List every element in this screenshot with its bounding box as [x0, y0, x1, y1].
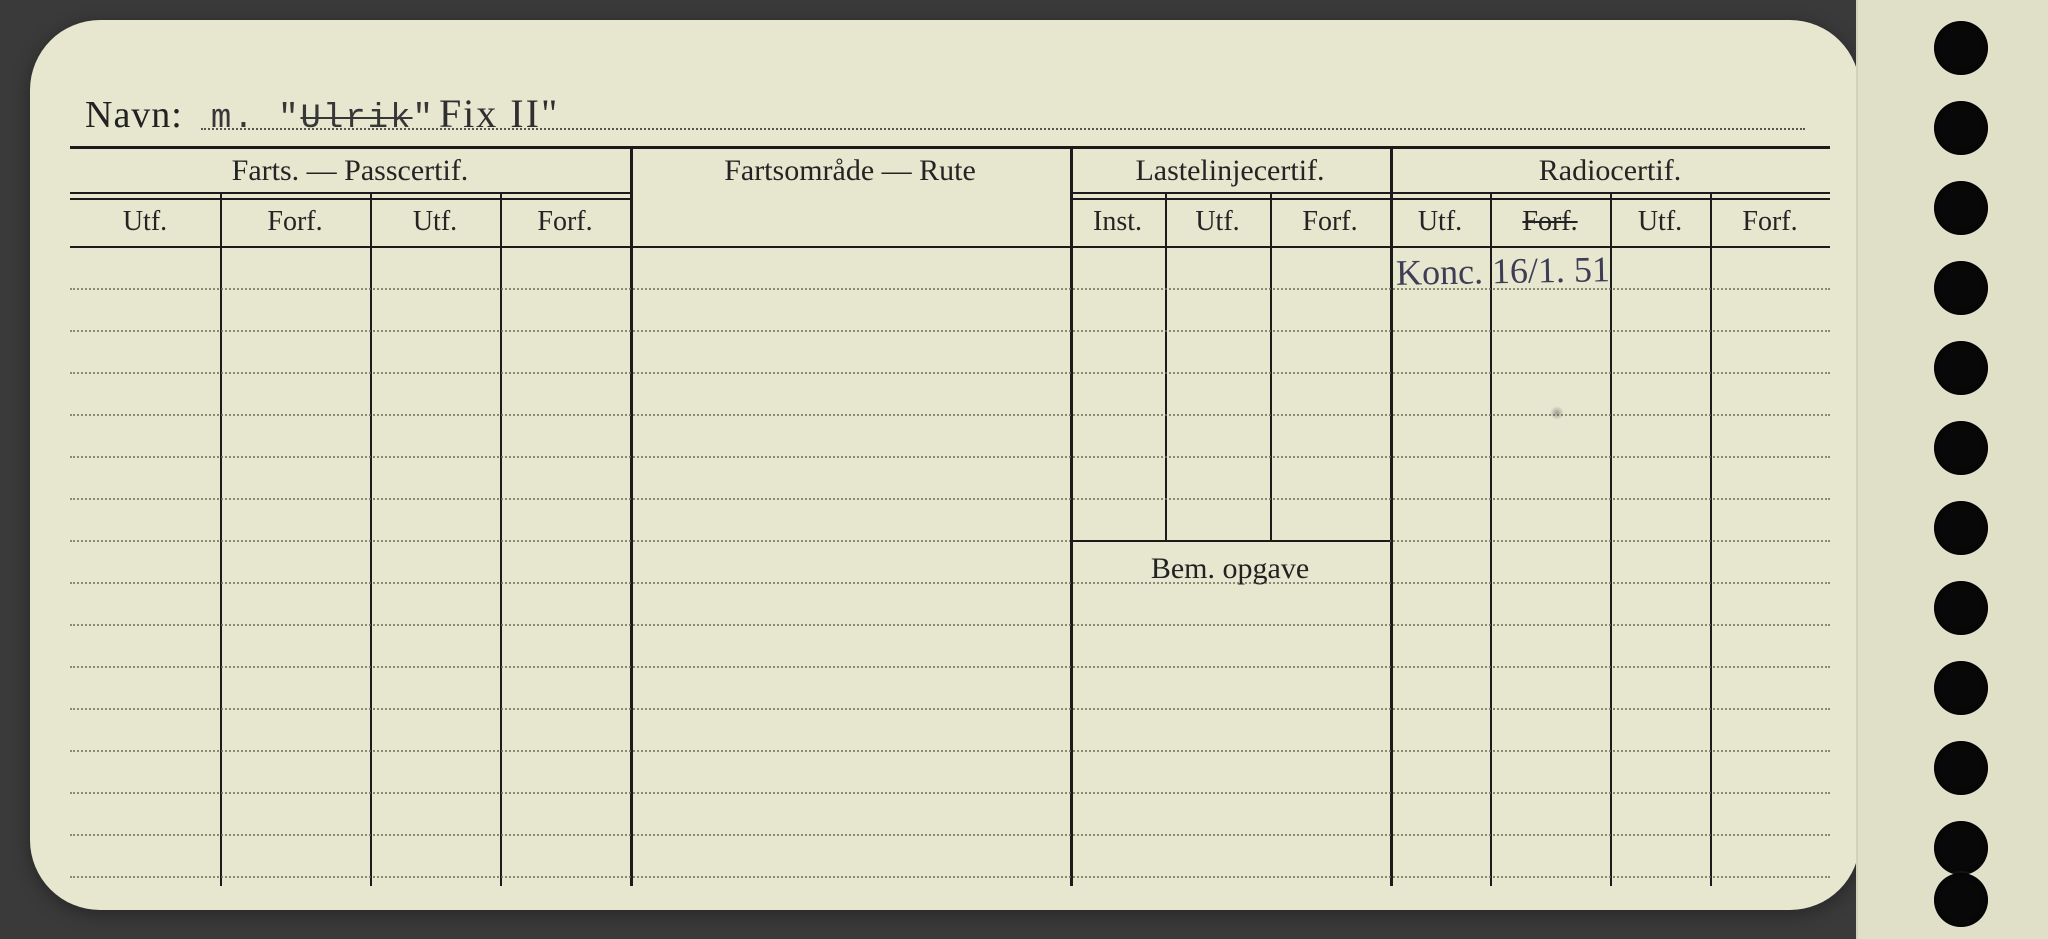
dotted-row: [70, 792, 1830, 794]
dotted-row: [70, 624, 1830, 626]
sub-r-0: Utf.: [1390, 206, 1490, 238]
binding-hole: [1934, 341, 1988, 395]
dotted-row: [70, 876, 1830, 878]
sub-fp-1: Forf.: [220, 206, 370, 238]
smudge-1: [1550, 406, 1564, 420]
v-fp-1: [220, 192, 222, 886]
binding-hole: [1934, 181, 1988, 235]
header-fartsomrade: Fartsområde — Rute: [630, 154, 1070, 188]
navn-strikethrough: Ulrik: [301, 100, 413, 138]
v-r-2: [1610, 192, 1612, 886]
sub-fp-2: Utf.: [370, 206, 500, 238]
v-fp-3: [500, 192, 502, 886]
dotted-row: [70, 540, 1830, 542]
binding-hole: [1934, 421, 1988, 475]
rule-header-bottom: [70, 246, 1830, 248]
dotted-row: [70, 456, 1830, 458]
navn-prefix: m. ": [211, 100, 301, 138]
sub-ll-0: Inst.: [1070, 206, 1165, 238]
rule-double-3: [1070, 192, 1390, 194]
dotted-row: [70, 498, 1830, 500]
v-ll-1: [1165, 192, 1167, 540]
navn-label: Navn:: [85, 93, 201, 137]
dotted-row: [70, 750, 1830, 752]
bem-divider: [1070, 540, 1390, 542]
sub-r-3: Forf.: [1710, 206, 1830, 238]
navn-row: Navn: m. "Ulrik"Fix II": [85, 90, 1805, 138]
v-r-3: [1710, 192, 1712, 886]
binding-hole: [1934, 21, 1988, 75]
rule-top: [70, 146, 1830, 149]
navn-after-strike: ": [413, 100, 435, 138]
index-card: Navn: m. "Ulrik"Fix II" Farts. — Passcer…: [30, 20, 1860, 910]
header-lastelinje: Lastelinjecertif.: [1070, 154, 1390, 188]
rule-double-1: [70, 192, 630, 194]
v-fo-end: [1070, 146, 1073, 886]
dotted-row: [70, 372, 1830, 374]
sub-fp-3: Forf.: [500, 206, 630, 238]
handwritten-radio-entry: Konc. 16/1. 51: [1396, 248, 1611, 294]
v-ll-2: [1270, 192, 1272, 540]
bem-opgave-label: Bem. opgave: [1070, 552, 1390, 586]
sub-r-1: Forf.: [1490, 206, 1610, 238]
sub-r-2: Utf.: [1610, 206, 1710, 238]
card-grid: Farts. — Passcertif. Fartsområde — Rute …: [70, 146, 1830, 886]
dotted-row: [70, 330, 1830, 332]
dotted-row: [70, 708, 1830, 710]
binding-hole: [1934, 101, 1988, 155]
sub-fp-0: Utf.: [70, 206, 220, 238]
dotted-row: [70, 582, 1830, 584]
sub-ll-1: Utf.: [1165, 206, 1270, 238]
binding-hole: [1934, 261, 1988, 315]
v-fp-end: [630, 146, 633, 886]
v-ll-end: [1390, 146, 1393, 886]
sub-ll-2: Forf.: [1270, 206, 1390, 238]
binding-hole: [1934, 821, 1988, 875]
binding-hole: [1934, 581, 1988, 635]
dotted-row: [70, 414, 1830, 416]
binding-hole: [1934, 873, 1988, 927]
v-r-1: [1490, 192, 1492, 886]
binding-hole: [1934, 501, 1988, 555]
scan-background: Navn: m. "Ulrik"Fix II" Farts. — Passcer…: [0, 0, 2048, 939]
navn-cursive: Fix II": [435, 91, 559, 136]
navn-value: m. "Ulrik"Fix II": [201, 90, 1805, 130]
binding-hole: [1934, 741, 1988, 795]
dotted-row: [70, 834, 1830, 836]
v-fp-2: [370, 192, 372, 886]
dotted-row: [70, 666, 1830, 668]
header-radio: Radiocertif.: [1390, 154, 1830, 188]
binding-hole: [1934, 661, 1988, 715]
header-farts-pass: Farts. — Passcertif.: [70, 154, 630, 188]
